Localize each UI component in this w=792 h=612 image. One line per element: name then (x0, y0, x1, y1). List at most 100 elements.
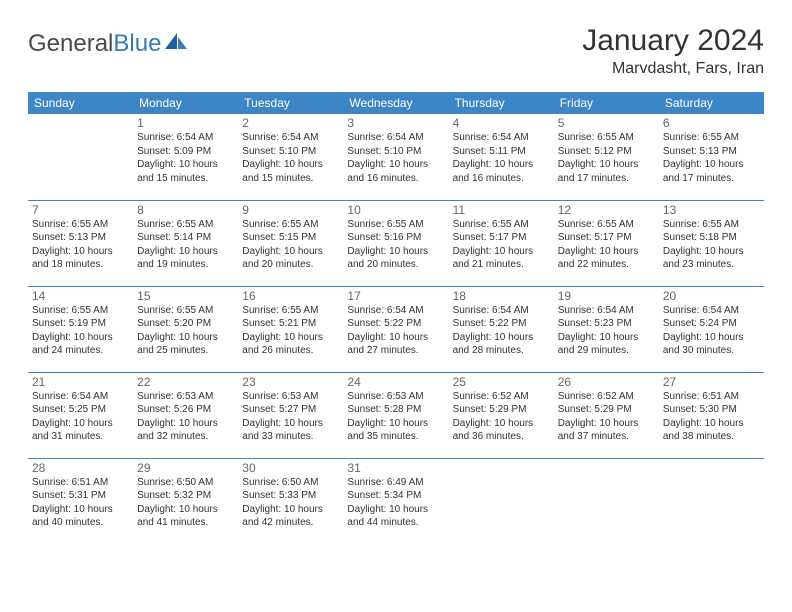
cell-text: Sunrise: 6:54 AM (347, 131, 444, 145)
cell-text: Daylight: 10 hours (137, 503, 234, 517)
cell-text: and 37 minutes. (558, 430, 655, 444)
cell-text: and 15 minutes. (242, 172, 339, 186)
cell-text: and 23 minutes. (663, 258, 760, 272)
day-number: 16 (242, 289, 339, 303)
cell-text: and 40 minutes. (32, 516, 129, 530)
cell-text: Sunrise: 6:55 AM (558, 218, 655, 232)
day-number: 10 (347, 203, 444, 217)
calendar-cell: 8Sunrise: 6:55 AMSunset: 5:14 PMDaylight… (133, 200, 238, 286)
cell-text: Sunset: 5:21 PM (242, 317, 339, 331)
cell-text: and 33 minutes. (242, 430, 339, 444)
cell-text: Sunset: 5:31 PM (32, 489, 129, 503)
calendar-cell: 18Sunrise: 6:54 AMSunset: 5:22 PMDayligh… (449, 286, 554, 372)
cell-text: Sunrise: 6:54 AM (558, 304, 655, 318)
cell-text: Sunset: 5:13 PM (32, 231, 129, 245)
cell-text: Daylight: 10 hours (347, 158, 444, 172)
cell-text: and 35 minutes. (347, 430, 444, 444)
day-number: 31 (347, 461, 444, 475)
cell-text: and 36 minutes. (453, 430, 550, 444)
day-number: 5 (558, 116, 655, 130)
calendar-cell: 16Sunrise: 6:55 AMSunset: 5:21 PMDayligh… (238, 286, 343, 372)
cell-text: and 30 minutes. (663, 344, 760, 358)
cell-text: Sunrise: 6:55 AM (347, 218, 444, 232)
cell-text: Daylight: 10 hours (453, 158, 550, 172)
day-number: 8 (137, 203, 234, 217)
cell-text: Sunset: 5:14 PM (137, 231, 234, 245)
cell-text: and 15 minutes. (137, 172, 234, 186)
calendar-cell: 12Sunrise: 6:55 AMSunset: 5:17 PMDayligh… (554, 200, 659, 286)
cell-text: and 26 minutes. (242, 344, 339, 358)
calendar-cell: 26Sunrise: 6:52 AMSunset: 5:29 PMDayligh… (554, 372, 659, 458)
cell-text: Sunset: 5:22 PM (347, 317, 444, 331)
cell-text: Daylight: 10 hours (663, 158, 760, 172)
cell-text: Daylight: 10 hours (453, 417, 550, 431)
cell-text: and 16 minutes. (453, 172, 550, 186)
day-header: Friday (554, 92, 659, 114)
cell-text: Sunrise: 6:52 AM (558, 390, 655, 404)
cell-text: and 21 minutes. (453, 258, 550, 272)
calendar-body: 1Sunrise: 6:54 AMSunset: 5:09 PMDaylight… (28, 114, 764, 544)
cell-text: Daylight: 10 hours (32, 503, 129, 517)
cell-text: and 32 minutes. (137, 430, 234, 444)
cell-text: Daylight: 10 hours (32, 331, 129, 345)
calendar-cell: 4Sunrise: 6:54 AMSunset: 5:11 PMDaylight… (449, 114, 554, 200)
cell-text: Sunset: 5:32 PM (137, 489, 234, 503)
day-number: 23 (242, 375, 339, 389)
day-number: 2 (242, 116, 339, 130)
cell-text: and 20 minutes. (347, 258, 444, 272)
cell-text: Sunset: 5:25 PM (32, 403, 129, 417)
cell-text: Daylight: 10 hours (32, 417, 129, 431)
day-number: 7 (32, 203, 129, 217)
brand-part2: Blue (113, 30, 161, 58)
day-number: 25 (453, 375, 550, 389)
day-number: 30 (242, 461, 339, 475)
cell-text: Daylight: 10 hours (137, 158, 234, 172)
cell-text: Sunset: 5:09 PM (137, 145, 234, 159)
cell-text: Sunrise: 6:55 AM (663, 218, 760, 232)
cell-text: and 22 minutes. (558, 258, 655, 272)
cell-text: and 42 minutes. (242, 516, 339, 530)
calendar-cell: 23Sunrise: 6:53 AMSunset: 5:27 PMDayligh… (238, 372, 343, 458)
calendar-cell: 29Sunrise: 6:50 AMSunset: 5:32 PMDayligh… (133, 458, 238, 544)
cell-text: and 18 minutes. (32, 258, 129, 272)
cell-text: Sunset: 5:24 PM (663, 317, 760, 331)
day-number: 6 (663, 116, 760, 130)
cell-text: Sunrise: 6:49 AM (347, 476, 444, 490)
cell-text: Sunset: 5:29 PM (453, 403, 550, 417)
cell-text: Sunrise: 6:53 AM (242, 390, 339, 404)
cell-text: and 24 minutes. (32, 344, 129, 358)
cell-text: Daylight: 10 hours (32, 245, 129, 259)
cell-text: Sunrise: 6:55 AM (137, 304, 234, 318)
cell-text: Daylight: 10 hours (453, 331, 550, 345)
calendar-cell (554, 458, 659, 544)
cell-text: Sunset: 5:15 PM (242, 231, 339, 245)
cell-text: and 20 minutes. (242, 258, 339, 272)
calendar-cell: 9Sunrise: 6:55 AMSunset: 5:15 PMDaylight… (238, 200, 343, 286)
day-header: Monday (133, 92, 238, 114)
cell-text: Sunrise: 6:53 AM (347, 390, 444, 404)
title-block: January 2024 Marvdasht, Fars, Iran (582, 24, 764, 78)
cell-text: Sunrise: 6:55 AM (242, 304, 339, 318)
calendar-cell: 2Sunrise: 6:54 AMSunset: 5:10 PMDaylight… (238, 114, 343, 200)
cell-text: Daylight: 10 hours (137, 331, 234, 345)
cell-text: Sunrise: 6:52 AM (453, 390, 550, 404)
cell-text: Sunset: 5:10 PM (347, 145, 444, 159)
cell-text: and 31 minutes. (32, 430, 129, 444)
day-number: 22 (137, 375, 234, 389)
cell-text: Daylight: 10 hours (137, 417, 234, 431)
day-number: 11 (453, 203, 550, 217)
cell-text: Sunset: 5:30 PM (663, 403, 760, 417)
day-header: Sunday (28, 92, 133, 114)
calendar-cell: 15Sunrise: 6:55 AMSunset: 5:20 PMDayligh… (133, 286, 238, 372)
cell-text: Sunset: 5:29 PM (558, 403, 655, 417)
cell-text: and 27 minutes. (347, 344, 444, 358)
cell-text: Sunrise: 6:54 AM (137, 131, 234, 145)
day-header: Tuesday (238, 92, 343, 114)
cell-text: Sunrise: 6:55 AM (32, 304, 129, 318)
calendar-cell: 7Sunrise: 6:55 AMSunset: 5:13 PMDaylight… (28, 200, 133, 286)
cell-text: Sunset: 5:22 PM (453, 317, 550, 331)
cell-text: and 25 minutes. (137, 344, 234, 358)
cell-text: Daylight: 10 hours (558, 245, 655, 259)
cell-text: Daylight: 10 hours (558, 158, 655, 172)
day-number: 9 (242, 203, 339, 217)
